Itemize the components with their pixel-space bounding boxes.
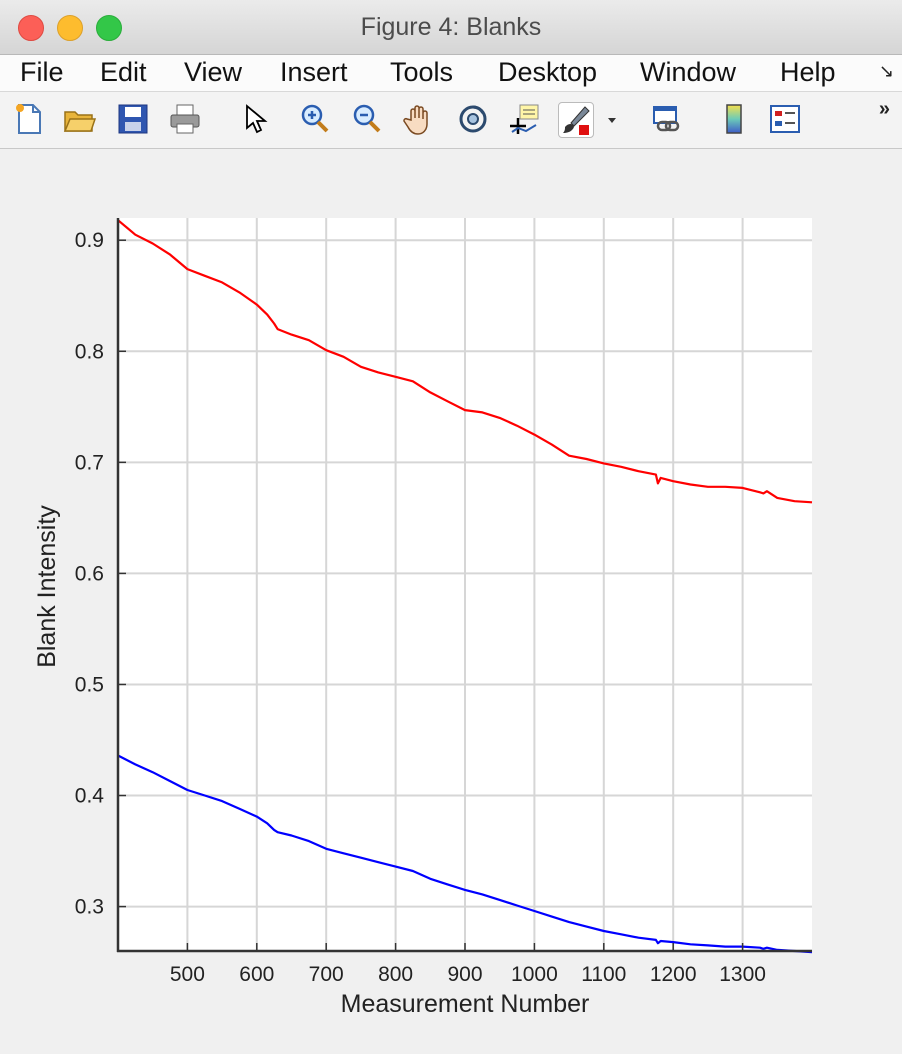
zoom-in-icon[interactable] xyxy=(298,102,332,136)
new-figure-icon[interactable] xyxy=(12,102,46,136)
menu-bar: File Edit View Insert Tools Desktop Wind… xyxy=(0,55,902,92)
menu-tools[interactable]: Tools xyxy=(390,57,454,87)
window-title: Figure 4: Blanks xyxy=(360,13,542,41)
x-tick-label: 600 xyxy=(239,963,274,986)
x-tick-label: 1200 xyxy=(650,963,697,986)
zoom-window-button[interactable] xyxy=(96,15,122,41)
y-axis-label: Blank Intensity xyxy=(33,505,61,668)
x-tick-label: 900 xyxy=(447,963,482,986)
menu-view[interactable]: View xyxy=(184,57,243,87)
axes xyxy=(116,218,812,953)
data-series xyxy=(117,219,813,954)
menu-file[interactable]: File xyxy=(20,57,64,87)
open-file-icon[interactable] xyxy=(62,102,97,136)
x-tick-label: 1000 xyxy=(511,963,558,986)
menu-help[interactable]: Help xyxy=(780,57,836,87)
toolbar-overflow-icon[interactable]: » xyxy=(878,98,890,120)
x-axis-label: Measurement Number xyxy=(341,990,590,1018)
menu-insert[interactable]: Insert xyxy=(280,57,348,87)
tick-labels: 500 600 700 800 900 1000 1100 1200 1300 0.3 0.4 0.5… xyxy=(75,229,766,986)
y-tick-label: 0.7 xyxy=(75,451,104,474)
y-tick-label: 0.5 xyxy=(75,673,104,696)
x-tick-label: 700 xyxy=(309,963,344,986)
select-pointer-icon[interactable] xyxy=(238,102,272,136)
brush-dropdown-icon[interactable] xyxy=(602,102,622,136)
y-tick-label: 0.9 xyxy=(75,229,104,252)
menu-desktop[interactable]: Desktop xyxy=(498,57,598,87)
toolbar: » xyxy=(0,92,902,149)
zoom-out-icon[interactable] xyxy=(350,102,384,136)
menu-window[interactable]: Window xyxy=(640,57,737,87)
y-tick-label: 0.4 xyxy=(75,785,105,808)
link-plot-icon[interactable] xyxy=(650,102,684,136)
series-line-0 xyxy=(117,219,813,504)
legend-icon[interactable] xyxy=(768,102,802,136)
rotate-3d-icon[interactable] xyxy=(456,102,490,136)
title-bar[interactable]: Figure 4: Blanks xyxy=(0,0,902,55)
series-line-1 xyxy=(117,754,813,954)
x-tick-label: 500 xyxy=(170,963,205,986)
colorbar-icon[interactable] xyxy=(718,102,752,136)
grid-lines xyxy=(118,218,812,951)
x-tick-label: 800 xyxy=(378,963,413,986)
print-icon[interactable] xyxy=(168,102,202,136)
menu-edit[interactable]: Edit xyxy=(100,57,147,87)
save-icon[interactable] xyxy=(116,102,150,136)
x-tick-label: 1100 xyxy=(581,963,626,986)
y-tick-label: 0.3 xyxy=(75,896,104,919)
minimize-window-button[interactable] xyxy=(57,15,83,41)
brush-icon[interactable] xyxy=(558,102,594,138)
x-tick-label: 1300 xyxy=(719,963,766,986)
y-tick-label: 0.8 xyxy=(75,340,104,363)
menu-overflow-icon[interactable]: ↘ xyxy=(878,61,894,81)
pan-hand-icon[interactable] xyxy=(402,102,436,136)
close-window-button[interactable] xyxy=(18,15,44,41)
data-cursor-icon[interactable] xyxy=(508,102,542,136)
y-tick-label: 0.6 xyxy=(75,562,104,585)
